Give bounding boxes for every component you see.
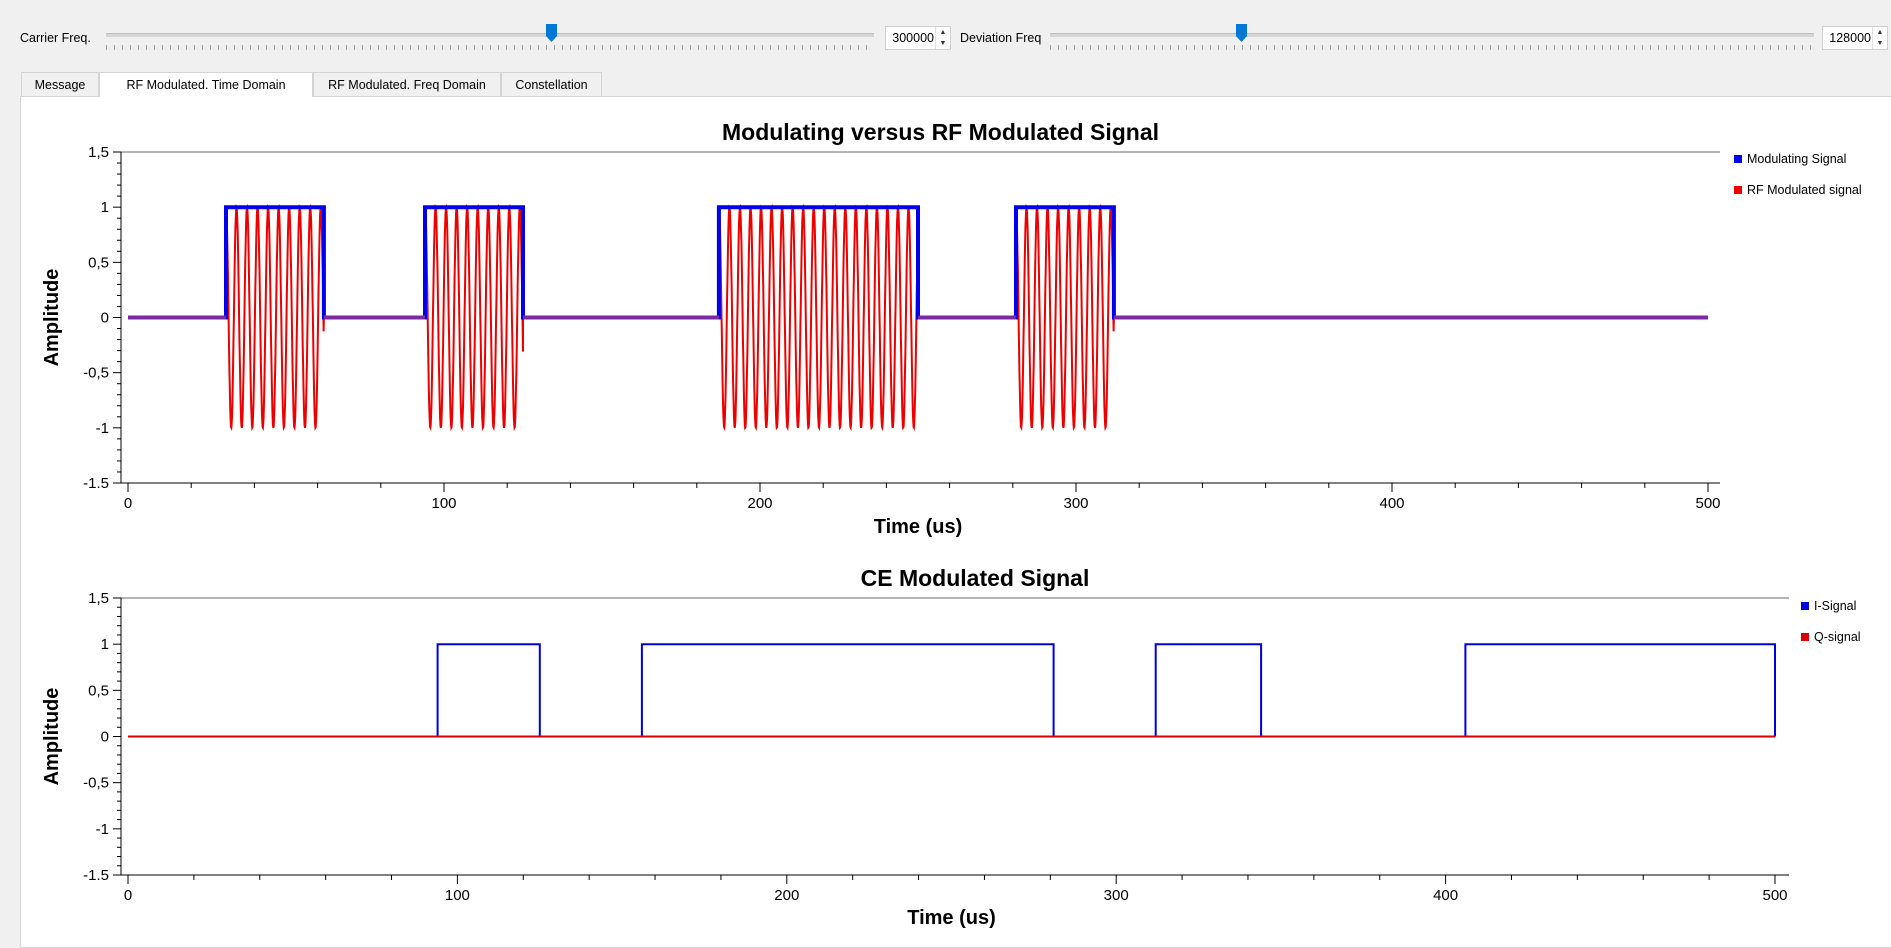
y-tick-label: -0,5 (83, 775, 109, 792)
x-tick-label: 500 (1762, 887, 1787, 904)
slider-groove (106, 33, 874, 37)
legend-label: Modulating Signal (1747, 152, 1846, 166)
y-tick-label: -1 (96, 420, 109, 437)
carrier-freq-slider[interactable] (106, 20, 874, 50)
legend-label: Q-signal (1814, 630, 1861, 644)
legend-swatch (1801, 602, 1809, 610)
chart-2: 1,5 1 0,5 0 -0,5 -1 -1.5 0 100 200 300 400 500 CE Mod… (41, 565, 1861, 929)
y-axis-label: Amplitude (41, 688, 63, 786)
x-axis-label: Time (us) (874, 516, 963, 538)
y-tick-label: 1 (101, 636, 109, 653)
deviation-freq-slider[interactable] (1050, 20, 1814, 50)
y-tick-label: -1.5 (83, 475, 109, 492)
y-tick-label: 0 (101, 310, 109, 327)
y-tick-label: -0,5 (83, 365, 109, 382)
legend-swatch (1801, 633, 1809, 641)
deviation-freq-value: 128000 (1829, 31, 1871, 45)
chart-title: CE Modulated Signal (861, 565, 1090, 591)
x-tick-label: 500 (1695, 495, 1720, 512)
slider-ticks (106, 45, 874, 50)
carrier-freq-spinbox[interactable]: 300000 ▲ ▼ (885, 26, 951, 50)
x-tick-label: 0 (124, 495, 132, 512)
x-tick-label: 100 (445, 887, 470, 904)
slider-groove (1050, 33, 1814, 37)
x-tick-label: 200 (747, 495, 772, 512)
x-tick-label: 0 (124, 887, 132, 904)
series-modulating-line (128, 205, 1708, 320)
chart-1: 1,5 1 0,5 0 -0,5 -1 -1.5 0 100 200 300 400 500 Modula… (41, 119, 1862, 538)
spin-arrows-icon[interactable]: ▲ ▼ (1872, 27, 1887, 49)
carrier-freq-label: Carrier Freq. (20, 31, 91, 45)
x-tick-label: 300 (1063, 495, 1088, 512)
series-i-line (128, 643, 1776, 738)
x-tick-label: 400 (1379, 495, 1404, 512)
tab-rf-time-domain[interactable]: RF Modulated. Time Domain (99, 72, 313, 97)
tab-rf-freq-domain[interactable]: RF Modulated. Freq Domain (313, 72, 501, 96)
tab-message[interactable]: Message (21, 72, 99, 96)
slider-ticks (1050, 45, 1814, 50)
y-tick-label: 0,5 (88, 254, 109, 271)
slider-handle[interactable] (1236, 24, 1247, 42)
carrier-freq-value: 300000 (892, 31, 934, 45)
deviation-freq-spinbox[interactable]: 128000 ▲ ▼ (1822, 26, 1888, 50)
slider-handle[interactable] (546, 24, 558, 42)
deviation-freq-label: Deviation Freq (960, 31, 1042, 45)
legend-swatch (1734, 186, 1742, 194)
legend-swatch (1734, 155, 1742, 163)
x-axis-label: Time (us) (907, 907, 996, 929)
x-tick-label: 100 (431, 495, 456, 512)
y-tick-label: 1 (101, 199, 109, 216)
spin-arrows-icon[interactable]: ▲ ▼ (935, 27, 950, 49)
legend-label: I-Signal (1814, 599, 1856, 613)
y-tick-label: -1 (96, 821, 109, 838)
tab-panel (20, 96, 1891, 948)
chart-title: Modulating versus RF Modulated Signal (722, 119, 1159, 145)
y-tick-label: -1.5 (83, 867, 109, 884)
y-tick-label: 0,5 (88, 682, 109, 699)
y-tick-label: 1,5 (88, 144, 109, 161)
y-axis-label: Amplitude (41, 269, 63, 367)
x-tick-label: 200 (774, 887, 799, 904)
legend-label: RF Modulated signal (1747, 183, 1862, 197)
y-tick-label: 1,5 (88, 590, 109, 607)
x-tick-label: 400 (1433, 887, 1458, 904)
y-tick-label: 0 (101, 729, 109, 746)
x-tick-label: 300 (1104, 887, 1129, 904)
tab-constellation[interactable]: Constellation (501, 72, 602, 96)
series-rf-line (128, 203, 1708, 432)
